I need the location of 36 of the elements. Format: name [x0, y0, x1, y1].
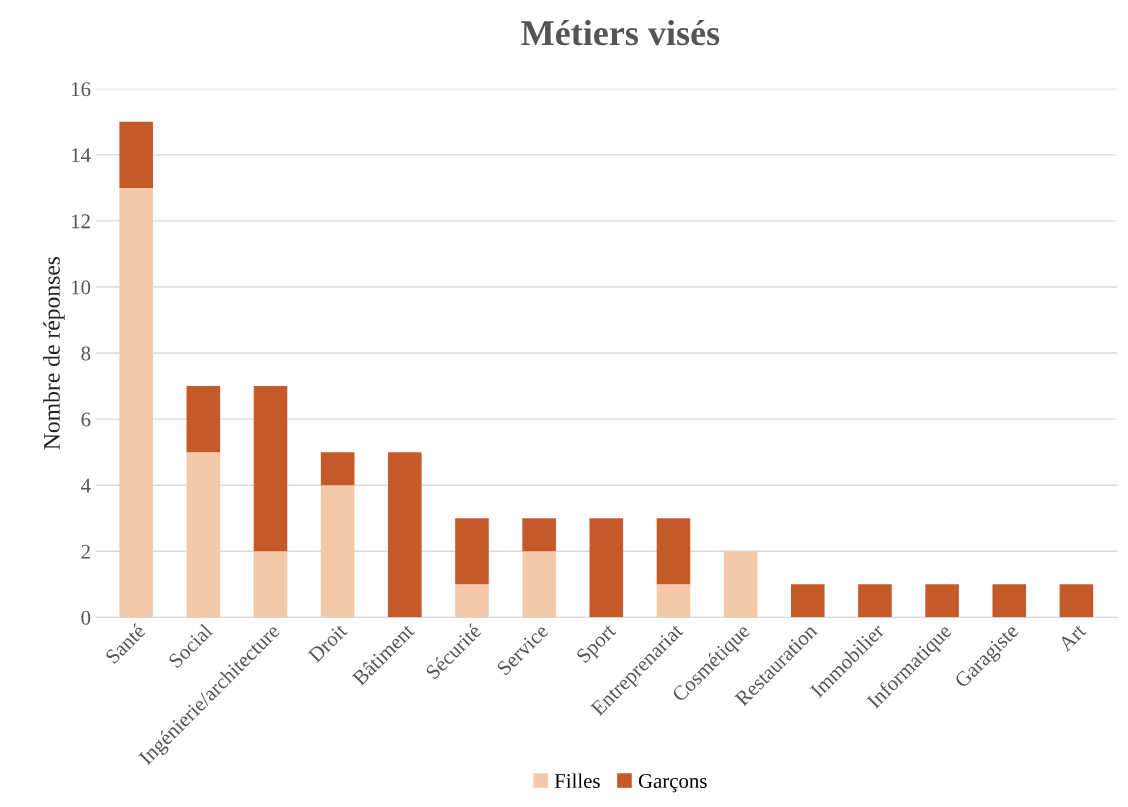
x-tick-label: Art	[1057, 622, 1087, 653]
chart-title: Métiers visés	[521, 19, 720, 46]
y-tick-label: 4	[81, 478, 91, 493]
bar	[522, 551, 556, 618]
bar	[388, 452, 422, 618]
bar	[589, 518, 624, 618]
bar	[186, 386, 221, 453]
bar	[522, 518, 556, 552]
bar	[186, 452, 221, 618]
y-axis-title: Nombre de réponses	[43, 256, 65, 450]
bar	[320, 452, 355, 486]
bar	[790, 584, 825, 618]
y-tick-label: 2	[81, 544, 90, 559]
bar	[656, 518, 691, 585]
y-tick-label: 10	[72, 280, 91, 295]
bar	[253, 386, 288, 552]
bar	[119, 187, 153, 618]
bar	[992, 584, 1027, 618]
y-tick-label: 16	[72, 82, 91, 97]
y-tick-label: 14	[72, 148, 91, 163]
bar	[656, 584, 691, 618]
bar	[925, 584, 959, 618]
bar	[455, 518, 489, 585]
bar	[858, 584, 892, 618]
legend-label: Filles	[554, 773, 600, 789]
y-tick-label: 0	[81, 610, 91, 625]
y-tick-label: 12	[72, 214, 90, 229]
legend-label: Garçons	[638, 774, 707, 793]
bar	[320, 485, 355, 618]
y-tick-label: 6	[81, 412, 91, 427]
bar	[1059, 584, 1094, 618]
y-tick-label: 8	[81, 346, 91, 361]
bar	[723, 551, 758, 618]
bar	[455, 584, 489, 618]
bar	[119, 121, 153, 188]
bar	[253, 551, 288, 618]
